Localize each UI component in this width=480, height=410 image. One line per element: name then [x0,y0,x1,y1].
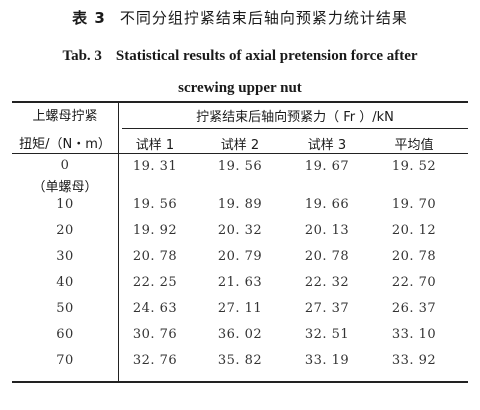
sample-value-2: 19. 56 [217,159,263,174]
header-torque-line2: 扭矩/（N・m） [19,137,111,152]
sample-value-1: 20. 78 [132,249,178,264]
torque-value: 10 [56,197,74,212]
torque-value: 70 [56,353,74,368]
column-separator [118,101,119,381]
torque-value: 40 [56,275,74,290]
table-caption-en: Tab. 3 Statistical results of axial prete… [0,40,480,104]
table-title-en-line2: screwing upper nut [178,80,302,96]
torque-value: 20 [56,223,74,238]
table-number-cn: 表 3 [72,9,106,27]
sample-value-3: 20. 13 [304,223,350,238]
column-header-4: 平均值 [394,138,434,153]
table-title-en-line1: Statistical results of axial pretension … [115,48,418,64]
sample-value-2: 27. 11 [217,301,263,316]
header-torque-line1: 上螺母拧紧 [32,109,98,124]
sample-value-2: 21. 63 [217,275,263,290]
sample-value-1: 32. 76 [132,353,178,368]
table-caption-cn: 表 3 不同分组拧紧结束后轴向预紧力统计结果 [0,7,480,28]
header-group-rule [122,128,468,129]
sample-value-2: 35. 82 [217,353,263,368]
average-value: 26. 37 [391,301,437,316]
sample-value-1: 19. 56 [132,197,178,212]
sample-value-3: 22. 32 [304,275,350,290]
average-value: 20. 78 [391,249,437,264]
average-value: 22. 70 [391,275,437,290]
sample-value-3: 20. 78 [304,249,350,264]
average-value: 19. 52 [391,159,437,174]
sample-value-2: 20. 79 [217,249,263,264]
sample-value-3: 33. 19 [304,353,350,368]
torque-value: 0 [60,158,70,173]
column-header-3: 试样 3 [307,138,347,153]
sample-value-2: 20. 32 [217,223,263,238]
average-value: 19. 70 [391,197,437,212]
sample-value-1: 30. 76 [132,327,178,342]
sample-value-3: 32. 51 [304,327,350,342]
average-value: 33. 92 [391,353,437,368]
table-number-en: Tab. 3 [62,48,102,64]
average-value: 20. 12 [391,223,437,238]
column-header-1: 试样 1 [135,138,175,153]
torque-value: 30 [56,249,74,264]
table-bottom-rule [12,381,468,383]
torque-value: 60 [56,327,74,342]
sample-value-1: 24. 63 [132,301,178,316]
column-header-2: 试样 2 [220,138,260,153]
sample-value-1: 22. 25 [132,275,178,290]
torque-note: （单螺母） [32,180,98,195]
sample-value-2: 19. 89 [217,197,263,212]
torque-value: 50 [56,301,74,316]
sample-value-2: 36. 02 [217,327,263,342]
table-top-rule [12,101,468,103]
table-title-cn: 不同分组拧紧结束后轴向预紧力统计结果 [119,9,408,27]
sample-value-1: 19. 92 [132,223,178,238]
header-bottom-rule [12,153,468,154]
sample-value-3: 19. 67 [304,159,350,174]
sample-value-1: 19. 31 [132,159,178,174]
sample-value-3: 19. 66 [304,197,350,212]
header-force-group: 拧紧结束后轴向预紧力（ Fr ）/kN [196,110,394,125]
average-value: 33. 10 [391,327,437,342]
sample-value-3: 27. 37 [304,301,350,316]
